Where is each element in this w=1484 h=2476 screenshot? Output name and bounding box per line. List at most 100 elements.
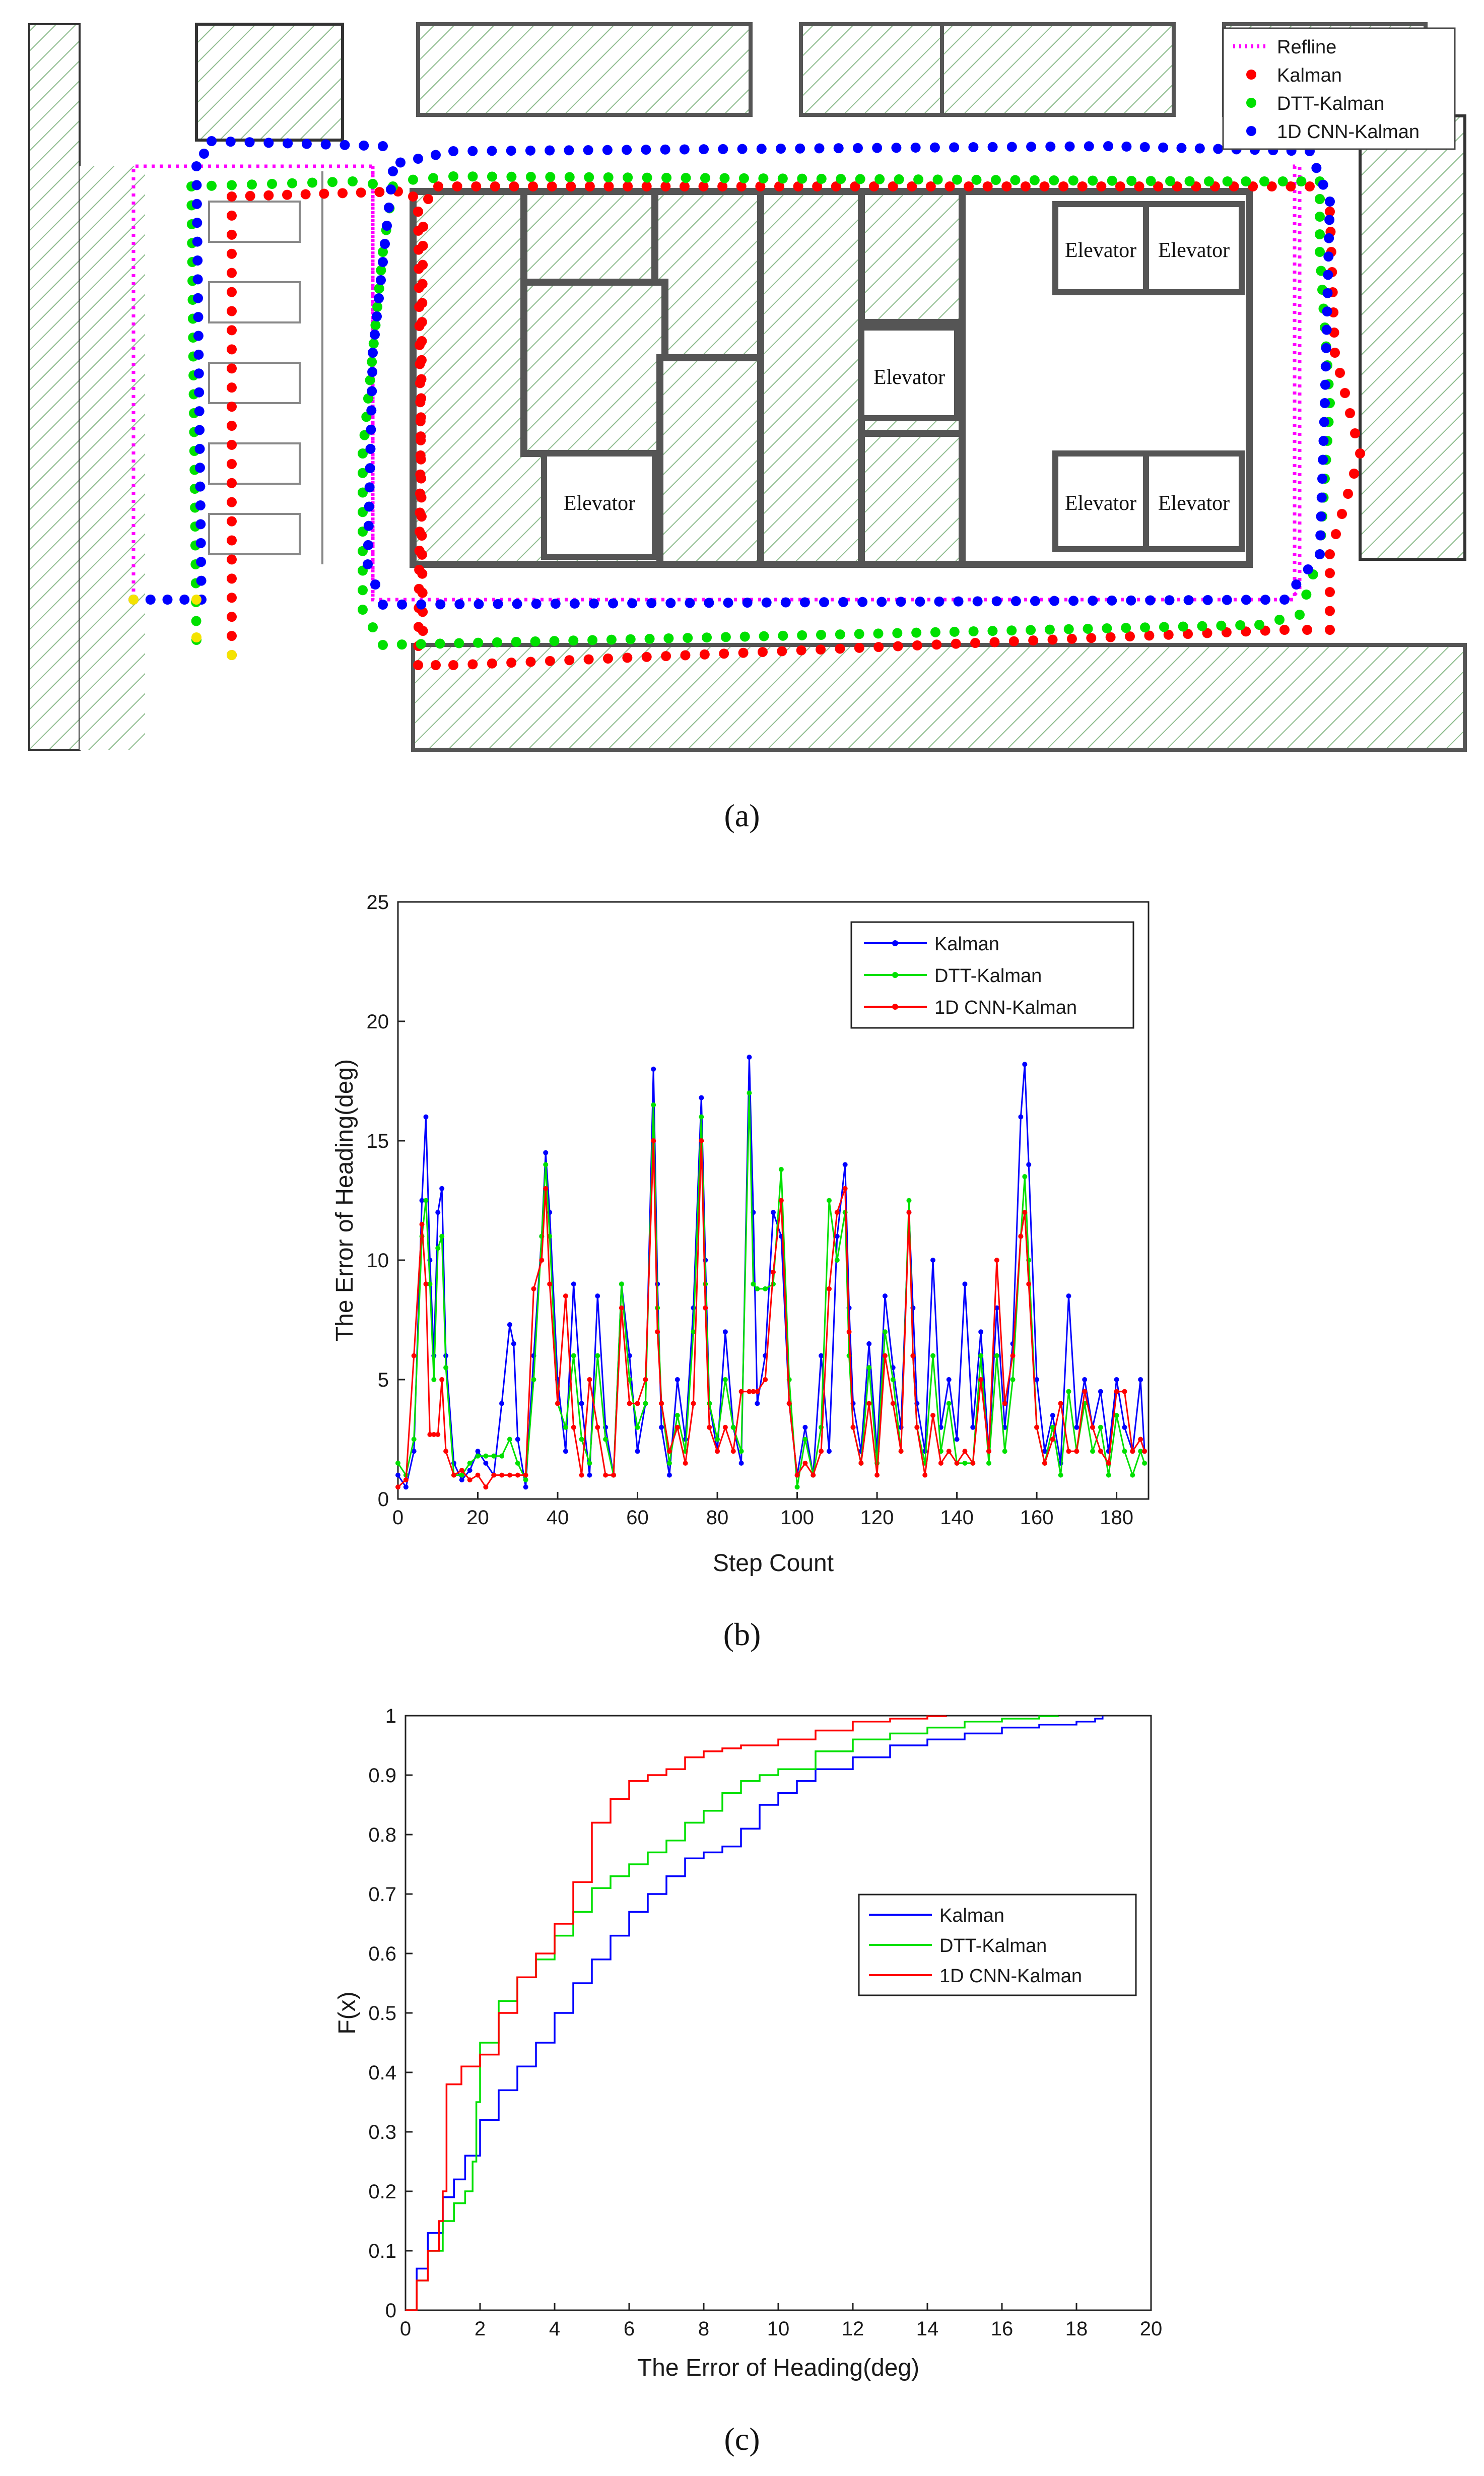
data-point	[411, 1353, 417, 1358]
trajectory-dot	[1068, 175, 1078, 186]
chart-c-xlabel: The Error of Heading(deg)	[637, 2355, 919, 2381]
trajectory-dot	[819, 597, 829, 608]
trajectory-dot	[699, 649, 710, 660]
trajectory-dot	[358, 448, 368, 459]
trajectory-dot	[1107, 595, 1117, 606]
data-point	[539, 1258, 545, 1263]
data-point	[499, 1472, 505, 1478]
y-tick-label: 0.3	[368, 2121, 396, 2143]
trajectory-dot	[1266, 181, 1277, 191]
trajectory-dot	[1320, 379, 1330, 390]
trajectory-dot	[227, 535, 237, 546]
trajectory-dot	[413, 154, 423, 164]
trajectory-dot	[358, 585, 368, 596]
top-room-2	[799, 22, 944, 117]
trajectory-dot	[968, 142, 979, 153]
trajectory-dot	[467, 659, 478, 670]
trajectory-dot	[179, 595, 190, 605]
trajectory-dot	[876, 597, 887, 607]
trajectory-dot	[1044, 624, 1055, 635]
trajectory-dot	[416, 492, 427, 503]
trajectory-dot	[584, 181, 595, 191]
trajectory-dot	[193, 293, 204, 303]
trajectory-dot	[359, 140, 369, 151]
y-tick-label: 0.9	[368, 1765, 396, 1787]
trajectory-dot	[1126, 175, 1137, 186]
data-point	[722, 1424, 728, 1430]
trajectory-dot	[199, 149, 209, 159]
trajectory-dot	[1049, 596, 1059, 606]
trajectory-dot	[509, 181, 519, 191]
trajectory-dot	[608, 598, 619, 609]
trajectory-dot	[368, 348, 378, 358]
data-point	[666, 1449, 672, 1454]
data-point	[1082, 1377, 1088, 1382]
trajectory-dot	[1064, 141, 1075, 152]
trajectory-dot	[925, 181, 936, 191]
trajectory-dot	[194, 387, 205, 398]
trajectory-dot	[1030, 596, 1040, 606]
data-point	[427, 1281, 433, 1287]
data-point	[459, 1468, 464, 1473]
data-point	[611, 1472, 616, 1478]
trajectory-dot	[931, 639, 942, 650]
data-point	[666, 1472, 672, 1478]
trajectory-dot	[227, 593, 237, 603]
trajectory-dot	[1325, 568, 1335, 578]
data-point	[395, 1472, 400, 1478]
trajectory-dot	[1320, 361, 1331, 372]
data-point	[842, 1186, 848, 1191]
trajectory-dot	[525, 657, 536, 667]
map-trajectories	[128, 136, 1365, 670]
trajectory-dot	[872, 143, 883, 153]
data-point	[531, 1377, 536, 1382]
trajectory-dot	[416, 435, 426, 445]
trajectory-dot	[194, 406, 205, 417]
data-point	[431, 1432, 437, 1438]
trajectory-dot	[951, 638, 961, 649]
trajectory-dot	[970, 638, 981, 648]
data-point	[683, 1460, 688, 1466]
trajectory-dot	[1291, 579, 1302, 590]
trajectory-dot	[368, 338, 379, 349]
trajectory-dot	[953, 596, 964, 607]
trajectory-dot	[1068, 596, 1079, 606]
trajectory-dot	[1316, 492, 1327, 503]
trajectory-dot	[227, 382, 237, 393]
trajectory-dot	[738, 647, 749, 658]
trajectory-dot	[683, 633, 693, 643]
data-point	[691, 1329, 696, 1335]
trajectory-dot	[602, 145, 613, 155]
top-room-3	[940, 22, 1176, 117]
data-point	[1130, 1449, 1135, 1454]
x-tick-label: 16	[991, 2318, 1014, 2340]
trajectory-dot	[227, 421, 237, 431]
trajectory-dot	[1008, 636, 1019, 646]
data-point	[403, 1484, 409, 1490]
trajectory-dot	[225, 137, 236, 147]
trajectory-dot	[1010, 175, 1021, 185]
trajectory-dot	[366, 405, 377, 416]
trajectory-dot	[1176, 143, 1187, 153]
trajectory-dot	[812, 181, 823, 191]
trajectory-dot	[913, 174, 924, 185]
chart-b-xlabel: Step Count	[713, 1550, 834, 1577]
y-tick-label: 0.6	[368, 1943, 396, 1965]
elevator-5	[1052, 450, 1149, 552]
data-point	[882, 1329, 888, 1335]
trajectory-dot	[474, 599, 484, 609]
top-left-room	[195, 23, 344, 142]
trajectory-dot	[681, 173, 691, 183]
data-point	[1114, 1377, 1119, 1382]
trajectory-dot	[797, 173, 807, 184]
data-point	[439, 1377, 445, 1382]
data-point	[1090, 1449, 1096, 1454]
chart-b-ticks: 0 20 40 60 80 100 120 140 160 180 0 5 10 15 20 25	[367, 891, 1133, 1529]
trajectory-dot	[1039, 181, 1050, 191]
trajectory-dot	[408, 174, 418, 185]
x-tick-label: 20	[1140, 2318, 1163, 2340]
right-hatch-wall	[1359, 114, 1466, 561]
data-point	[523, 1472, 528, 1478]
trajectory-dot	[1001, 181, 1012, 191]
trajectory-dot	[1083, 623, 1093, 634]
